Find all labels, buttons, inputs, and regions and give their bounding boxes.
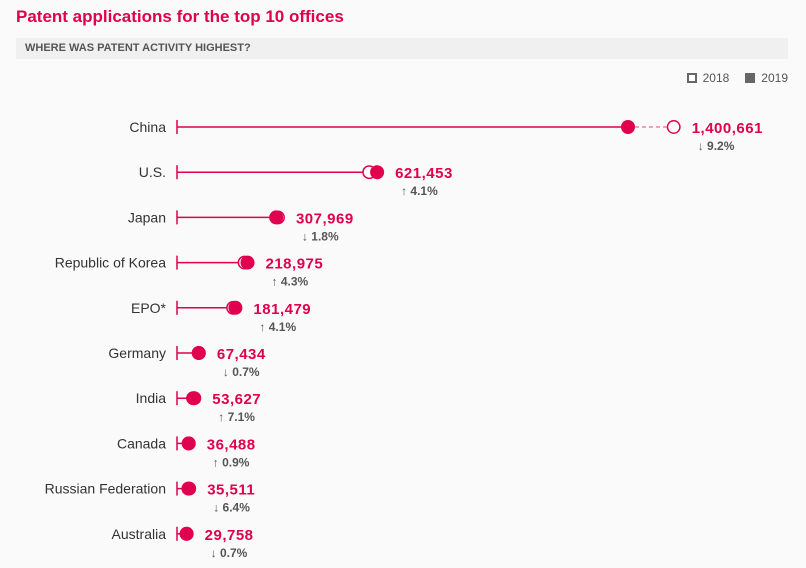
row-canada: Canada 36,488 ↑ 0.9% (117, 435, 256, 469)
change-label: ↓ 1.8% (302, 229, 339, 243)
point-2018 (666, 120, 681, 134)
office-label: Canada (117, 435, 166, 451)
point-2019 (181, 436, 196, 451)
row-australia: Australia 29,758 ↓ 0.7% (112, 526, 254, 560)
office-label: Russian Federation (45, 481, 166, 497)
subtitle-band: WHERE WAS PATENT ACTIVITY HIGHEST? (16, 38, 788, 59)
change-label: ↑ 4.1% (259, 320, 296, 334)
point-2019 (181, 481, 196, 496)
row-u-s-: U.S. 621,453 ↑ 4.1% (139, 164, 453, 198)
change-label: ↓ 9.2% (698, 139, 735, 153)
value-label: 1,400,661 (692, 120, 763, 137)
office-label: Australia (112, 526, 167, 542)
point-2019 (240, 255, 255, 270)
office-label: India (136, 390, 167, 406)
office-label: U.S. (139, 164, 166, 180)
legend-label-2019: 2019 (761, 71, 788, 85)
legend-filled-square-icon (745, 73, 756, 83)
value-label: 307,969 (296, 210, 354, 227)
value-label: 35,511 (207, 482, 255, 499)
chart-title: Patent applications for the top 10 offic… (16, 7, 344, 26)
change-label: ↓ 0.7% (223, 365, 260, 379)
point-2019 (191, 346, 206, 360)
office-label: Japan (128, 209, 166, 225)
point-2019 (370, 165, 385, 180)
change-label: ↑ 0.9% (213, 455, 250, 469)
value-label: 621,453 (395, 165, 453, 182)
change-label: ↓ 0.7% (211, 546, 248, 560)
change-label: ↓ 6.4% (213, 501, 250, 515)
row-china: China 1,400,661 ↓ 9.2% (129, 119, 763, 153)
value-label: 53,627 (212, 391, 261, 408)
chart-subtitle: WHERE WAS PATENT ACTIVITY HIGHEST? (25, 42, 251, 54)
change-label: ↑ 4.1% (401, 184, 438, 198)
value-label: 218,975 (266, 256, 324, 273)
value-label: 181,479 (253, 301, 311, 318)
change-label: ↑ 4.3% (272, 275, 309, 289)
row-india: India 53,627 ↑ 7.1% (136, 390, 261, 424)
office-label: EPO* (131, 300, 167, 316)
office-label: Germany (108, 345, 166, 361)
row-republic-of-korea: Republic of Korea 218,975 ↑ 4.3% (55, 255, 324, 289)
row-japan: Japan 307,969 ↓ 1.8% (128, 209, 354, 243)
value-label: 29,758 (205, 527, 254, 544)
value-label: 67,434 (217, 346, 266, 363)
point-2019 (269, 210, 284, 225)
point-2019 (187, 391, 202, 406)
point-2019 (228, 300, 243, 315)
legend-open-square-icon (686, 73, 697, 83)
row-germany: Germany 67,434 ↓ 0.7% (108, 345, 265, 379)
legend: 2018 2019 (686, 71, 788, 85)
office-label: China (129, 119, 166, 135)
row-epo-: EPO* 181,479 ↑ 4.1% (131, 300, 311, 334)
row-russian-federation: Russian Federation 35,511 ↓ 6.4% (45, 481, 255, 515)
change-label: ↑ 7.1% (218, 410, 255, 424)
point-2019 (179, 526, 194, 541)
office-label: Republic of Korea (55, 255, 167, 271)
value-label: 36,488 (207, 436, 256, 453)
point-2019 (621, 120, 635, 134)
legend-label-2018: 2018 (702, 71, 730, 85)
